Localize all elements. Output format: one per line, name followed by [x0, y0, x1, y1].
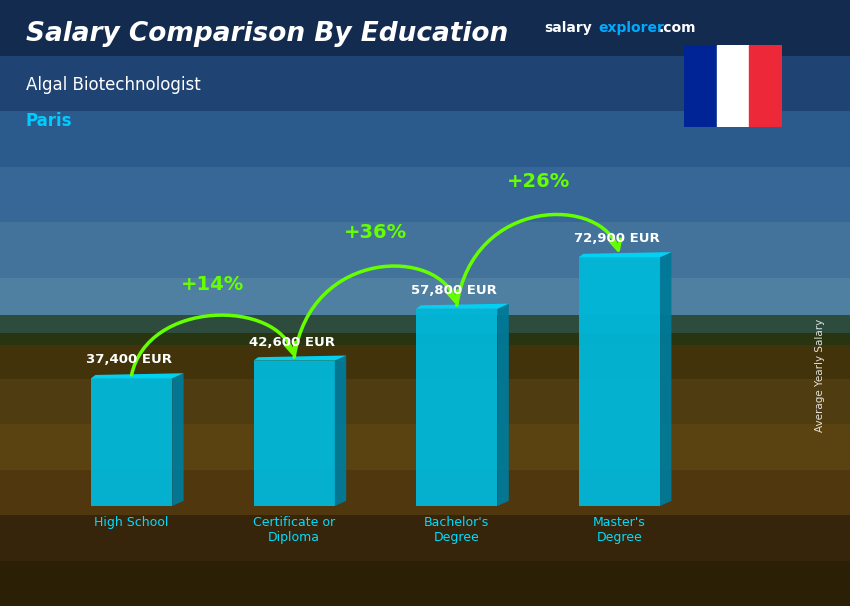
Bar [91, 378, 173, 506]
FancyArrowPatch shape [456, 215, 620, 305]
Text: 57,800 EUR: 57,800 EUR [411, 284, 497, 297]
Text: 72,900 EUR: 72,900 EUR [574, 232, 660, 245]
Text: +26%: +26% [507, 171, 570, 191]
Polygon shape [497, 304, 509, 506]
Bar [253, 361, 335, 506]
Bar [0, 56, 850, 111]
Bar [416, 308, 497, 506]
Bar [0, 379, 850, 424]
FancyArrowPatch shape [132, 315, 295, 375]
Polygon shape [91, 373, 184, 378]
Bar [0, 470, 850, 515]
Bar [0, 222, 850, 278]
Text: explorer: explorer [598, 21, 664, 35]
Bar [0, 111, 850, 167]
Polygon shape [416, 304, 509, 308]
Text: Bachelor's
Degree: Bachelor's Degree [424, 516, 490, 544]
Bar [0, 561, 850, 606]
Text: +36%: +36% [344, 223, 407, 242]
Polygon shape [660, 252, 672, 506]
Text: Master's
Degree: Master's Degree [593, 516, 646, 544]
Bar [0, 515, 850, 561]
Text: salary: salary [544, 21, 592, 35]
Bar [0, 424, 850, 470]
Bar [0, 315, 850, 345]
Polygon shape [173, 373, 184, 506]
Bar [0, 167, 850, 222]
Text: +14%: +14% [181, 275, 245, 294]
Text: 37,400 EUR: 37,400 EUR [86, 353, 172, 367]
Text: Algal Biotechnologist: Algal Biotechnologist [26, 76, 201, 94]
Bar [0, 333, 850, 379]
Bar [0, 278, 850, 333]
Text: Certificate or
Diploma: Certificate or Diploma [253, 516, 335, 544]
Polygon shape [253, 356, 346, 361]
Text: 42,600 EUR: 42,600 EUR [249, 336, 335, 348]
Polygon shape [335, 356, 346, 506]
Bar [579, 257, 660, 506]
Text: Salary Comparison By Education: Salary Comparison By Education [26, 21, 507, 47]
Bar [684, 45, 717, 127]
FancyArrowPatch shape [294, 266, 458, 357]
Bar [750, 45, 782, 127]
Text: Average Yearly Salary: Average Yearly Salary [815, 319, 825, 432]
Text: .com: .com [659, 21, 696, 35]
Bar [0, 0, 850, 56]
Polygon shape [579, 252, 672, 257]
Text: Paris: Paris [26, 112, 72, 130]
Bar [717, 45, 750, 127]
Text: High School: High School [94, 516, 169, 529]
